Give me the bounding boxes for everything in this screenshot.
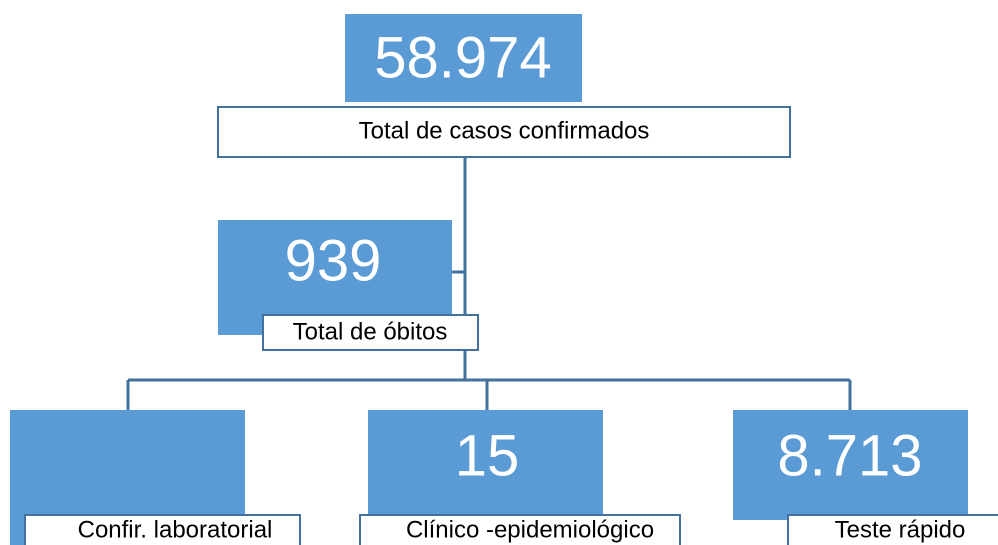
node-value: 8.713 <box>777 423 922 488</box>
label-box <box>24 514 301 545</box>
label-box <box>217 106 791 158</box>
value-box <box>368 410 603 520</box>
node-value: 939 <box>285 228 382 293</box>
node-label: Clínico -epidemiológico <box>406 516 654 543</box>
node-label: Teste rápido <box>835 516 966 543</box>
node-value: 58.974 <box>374 25 551 90</box>
label-box <box>359 514 681 545</box>
value-box <box>733 410 968 520</box>
node-label: Total de óbitos <box>293 318 448 345</box>
node-label: Confir. laboratorial <box>78 516 273 543</box>
value-box <box>345 14 582 102</box>
node-label: Total de casos confirmados <box>359 117 650 144</box>
node-value: 15 <box>455 423 520 488</box>
label-box <box>787 514 998 545</box>
label-box <box>262 314 479 351</box>
